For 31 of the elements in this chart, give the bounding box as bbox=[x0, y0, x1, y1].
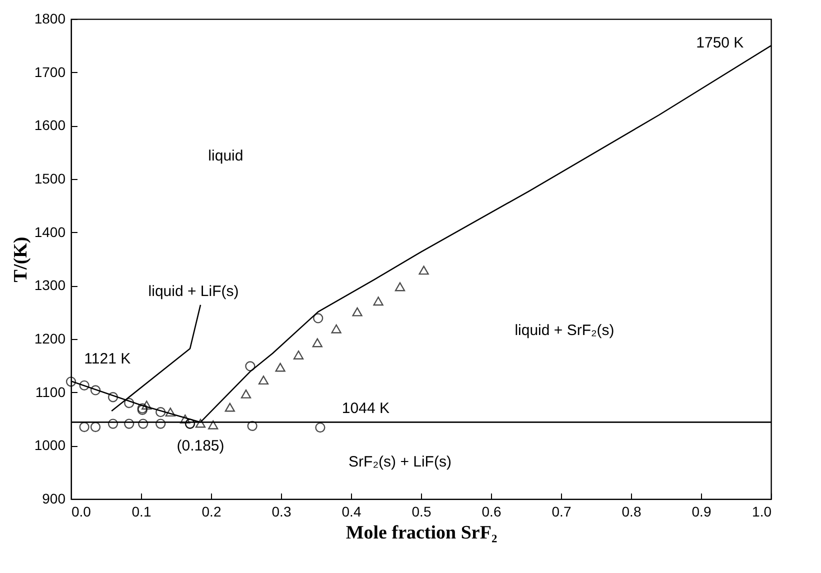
y-tick-label: 1500 bbox=[34, 170, 66, 186]
y-tick-label: 1200 bbox=[34, 330, 66, 346]
y-tick-label: 1700 bbox=[34, 64, 66, 80]
x-tick-label: 0.2 bbox=[202, 504, 222, 520]
x-tick-label: 1.0 bbox=[752, 504, 772, 520]
x-tick-label: 0.1 bbox=[132, 504, 152, 520]
x-tick-label: 0.8 bbox=[622, 504, 642, 520]
x-tick-label: 0.6 bbox=[482, 504, 502, 520]
annotation: SrF₂(s) + LiF(s) bbox=[348, 454, 452, 471]
annotation: liquid + LiF(s) bbox=[148, 283, 239, 300]
annotation: liquid + SrF₂(s) bbox=[514, 322, 614, 339]
y-axis-title: T/(K) bbox=[10, 236, 32, 282]
y-tick-label: 900 bbox=[42, 490, 66, 506]
y-tick-label: 1100 bbox=[35, 384, 66, 400]
x-axis-title: Mole fraction SrF₂ bbox=[346, 522, 498, 544]
x-tick-label: 0.3 bbox=[272, 504, 292, 520]
x-tick-label: 0.5 bbox=[412, 504, 432, 520]
x-tick-label: 0.0 bbox=[72, 504, 92, 520]
annotation: (0.185) bbox=[176, 438, 224, 455]
x-tick-label: 0.9 bbox=[692, 504, 712, 520]
x-tick-label: 0.7 bbox=[552, 504, 572, 520]
y-tick-label: 1800 bbox=[34, 10, 66, 26]
annotation: 1750 K bbox=[696, 34, 744, 52]
annotation: 1044 K bbox=[342, 400, 390, 417]
annotation: 1121 K bbox=[84, 350, 131, 368]
y-tick-label: 1600 bbox=[34, 117, 66, 134]
x-tick-label: 0.4 bbox=[342, 504, 362, 520]
y-tick-label: 1300 bbox=[34, 277, 66, 294]
annotation: liquid bbox=[208, 148, 244, 165]
y-tick-label: 1000 bbox=[34, 437, 66, 454]
y-tick-label: 1400 bbox=[34, 224, 66, 240]
